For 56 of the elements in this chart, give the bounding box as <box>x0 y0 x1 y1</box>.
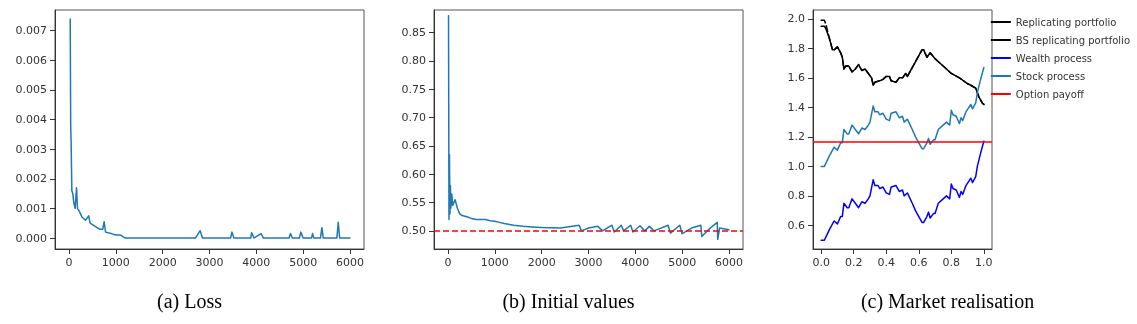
x-tick-label: 4000 <box>621 256 650 269</box>
x-tick-label: 5000 <box>668 256 697 269</box>
x-tick-label: 5000 <box>289 256 318 269</box>
x-tick-label: 1.0 <box>975 256 993 269</box>
y-tick-label: 1.0 <box>787 159 805 173</box>
y-tick-label: 0.70 <box>401 111 426 125</box>
y-tick-label: 2.0 <box>787 12 805 26</box>
x-tick-label: 0 <box>444 256 452 269</box>
y-tick-label: 0.60 <box>401 167 426 181</box>
x-tick-label: 3000 <box>195 256 224 269</box>
x-tick-label: 0.0 <box>812 256 830 269</box>
y-tick-label: 1.4 <box>787 100 805 114</box>
y-tick-label: 0.75 <box>401 82 426 96</box>
text: (c) Market realisation <box>860 290 1035 313</box>
y-tick-label: 0.55 <box>401 196 426 210</box>
text: (a) Loss <box>157 290 223 313</box>
x-tick-label: 1000 <box>101 256 130 269</box>
y-tick-label: 1.6 <box>787 71 805 85</box>
y-tick-label: 0.007 <box>15 24 47 38</box>
x-tick-label: 0.4 <box>877 256 895 269</box>
y-tick-label: 0.003 <box>15 142 47 156</box>
y-tick-label: 0.006 <box>15 53 47 67</box>
y-tick-label: 0.002 <box>15 172 47 186</box>
x-tick-label: 4000 <box>242 256 271 269</box>
text: (b) Initial values <box>502 290 635 313</box>
y-tick-label: 1.8 <box>787 41 805 55</box>
y-tick-label: 0.8 <box>787 189 805 203</box>
y-tick-label: 0.000 <box>15 231 47 245</box>
line-series <box>69 18 351 239</box>
x-tick-label: 2000 <box>148 256 177 269</box>
legend-label: Stock process <box>1015 70 1086 82</box>
y-tick-label: 0.6 <box>787 218 805 232</box>
line-series <box>820 66 985 168</box>
y-tick-label: 0.65 <box>401 139 426 153</box>
line-series <box>820 140 985 241</box>
x-tick-label: 0.2 <box>844 256 863 269</box>
x-tick-label: 0.6 <box>910 256 928 269</box>
y-tick-label: 0.004 <box>15 113 47 127</box>
y-tick-label: 0.80 <box>401 54 426 68</box>
x-tick-label: 6000 <box>714 256 743 269</box>
legend-label: Option payoff <box>1015 88 1085 100</box>
y-tick-label: 1.2 <box>787 130 805 144</box>
x-tick-label: 6000 <box>335 256 364 269</box>
y-tick-label: 0.001 <box>15 201 47 215</box>
x-tick-label: 0.8 <box>942 256 961 269</box>
x-tick-label: 1000 <box>480 256 509 269</box>
y-tick-label: 0.005 <box>15 83 47 97</box>
x-tick-label: 0 <box>65 256 73 269</box>
legend-label: Wealth process <box>1015 52 1093 64</box>
x-tick-label: 3000 <box>574 256 603 269</box>
x-tick-label: 2000 <box>527 256 556 269</box>
legend-label: Replicating portfolio <box>1015 16 1117 28</box>
y-tick-label: 0.85 <box>401 26 426 40</box>
y-tick-label: 0.50 <box>401 224 426 238</box>
line-series <box>447 14 730 241</box>
legend-label: BS replicating portfolio <box>1015 34 1131 46</box>
